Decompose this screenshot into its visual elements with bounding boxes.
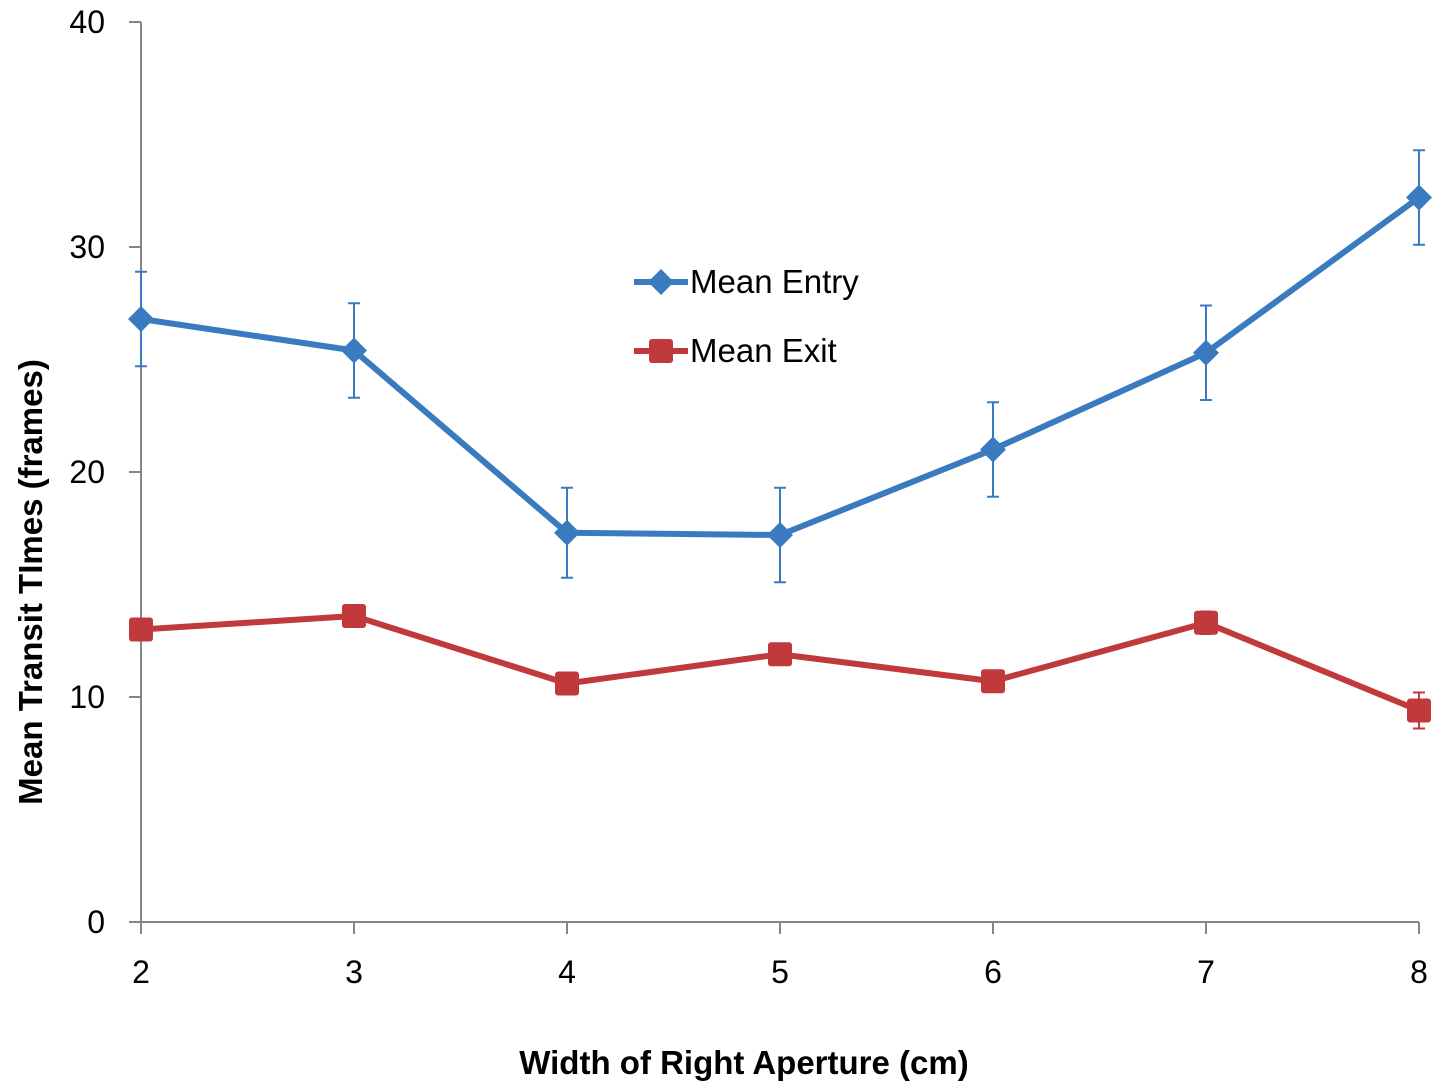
- legend: Mean Entry Mean Exit: [634, 263, 859, 369]
- legend-marker-diamond: [648, 269, 674, 295]
- x-tick-label: 4: [558, 954, 576, 990]
- x-tick-label: 2: [132, 954, 150, 990]
- data-point-square: [981, 669, 1005, 694]
- series-layer: [128, 149, 1432, 730]
- legend-label: Mean Exit: [690, 332, 837, 369]
- legend-item: Mean Entry: [634, 263, 859, 300]
- axes: 0 10 20 30 40 2 3 4 5 6 7 8: [69, 4, 1427, 990]
- legend-marker-square: [649, 339, 673, 363]
- series-mean-exit: [129, 604, 1431, 730]
- y-tick-label: 0: [87, 904, 105, 940]
- data-point-diamond: [341, 337, 367, 364]
- legend-item: Mean Exit: [634, 332, 837, 369]
- data-point-square: [1194, 610, 1218, 635]
- x-tick-label: 8: [1410, 954, 1428, 990]
- y-axis-title: Mean Transit TImes (frames): [12, 359, 49, 805]
- data-point-diamond: [1406, 184, 1432, 211]
- y-tick-label: 40: [69, 4, 105, 40]
- x-tick-label: 3: [345, 954, 363, 990]
- x-tick-label: 7: [1197, 954, 1215, 990]
- data-point-diamond: [1193, 339, 1219, 366]
- legend-label: Mean Entry: [690, 263, 859, 300]
- x-axis-title: Width of Right Aperture (cm): [519, 1044, 968, 1081]
- y-tick-label: 30: [69, 229, 105, 265]
- data-point-square: [555, 671, 579, 696]
- data-point-square: [768, 642, 792, 667]
- data-point-diamond: [767, 522, 793, 548]
- data-point-square: [1407, 698, 1431, 723]
- data-point-square: [342, 604, 366, 628]
- y-tick-label: 20: [69, 454, 105, 490]
- data-point-square: [129, 617, 153, 642]
- data-point-diamond: [554, 519, 580, 546]
- data-point-diamond: [128, 306, 154, 332]
- x-tick-label: 6: [984, 954, 1002, 990]
- series-mean-entry: [128, 149, 1432, 584]
- y-tick-label: 10: [69, 679, 105, 715]
- x-tick-label: 5: [771, 954, 789, 990]
- data-point-diamond: [980, 436, 1006, 463]
